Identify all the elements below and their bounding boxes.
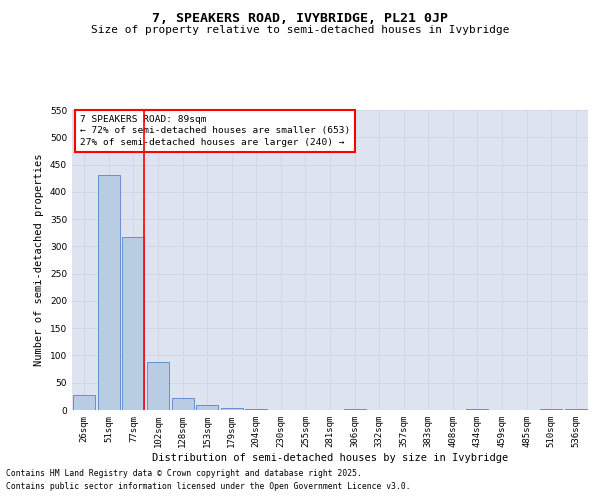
Text: 7 SPEAKERS ROAD: 89sqm
← 72% of semi-detached houses are smaller (653)
27% of se: 7 SPEAKERS ROAD: 89sqm ← 72% of semi-det… — [80, 114, 350, 147]
Y-axis label: Number of semi-detached properties: Number of semi-detached properties — [34, 154, 44, 366]
Bar — [147, 362, 169, 410]
Bar — [565, 409, 587, 410]
Bar — [73, 394, 95, 410]
Text: Contains public sector information licensed under the Open Government Licence v3: Contains public sector information licen… — [6, 482, 410, 491]
X-axis label: Distribution of semi-detached houses by size in Ivybridge: Distribution of semi-detached houses by … — [152, 452, 508, 462]
Bar — [221, 408, 243, 410]
Bar — [172, 398, 194, 410]
Bar — [98, 176, 120, 410]
Bar — [196, 404, 218, 410]
Text: Contains HM Land Registry data © Crown copyright and database right 2025.: Contains HM Land Registry data © Crown c… — [6, 468, 362, 477]
Bar — [122, 236, 145, 410]
Text: Size of property relative to semi-detached houses in Ivybridge: Size of property relative to semi-detach… — [91, 25, 509, 35]
Text: 7, SPEAKERS ROAD, IVYBRIDGE, PL21 0JP: 7, SPEAKERS ROAD, IVYBRIDGE, PL21 0JP — [152, 12, 448, 26]
Bar — [344, 409, 365, 410]
